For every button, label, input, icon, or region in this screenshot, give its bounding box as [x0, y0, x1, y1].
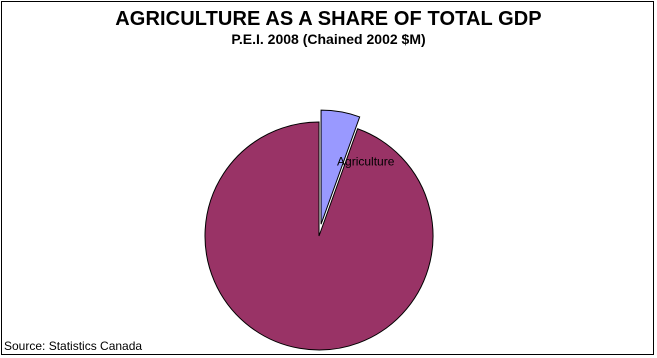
source-note: Source: Statistics Canada: [4, 339, 143, 353]
data-label-agriculture: Agriculture: [337, 154, 395, 168]
pie-slice-other: [204, 121, 434, 351]
chart-subtitle: P.E.I. 2008 (Chained 2002 $M): [231, 31, 426, 47]
pie-slice-agriculture: [320, 109, 361, 225]
chart-title: AGRICULTURE AS A SHARE OF TOTAL GDP: [115, 8, 542, 30]
